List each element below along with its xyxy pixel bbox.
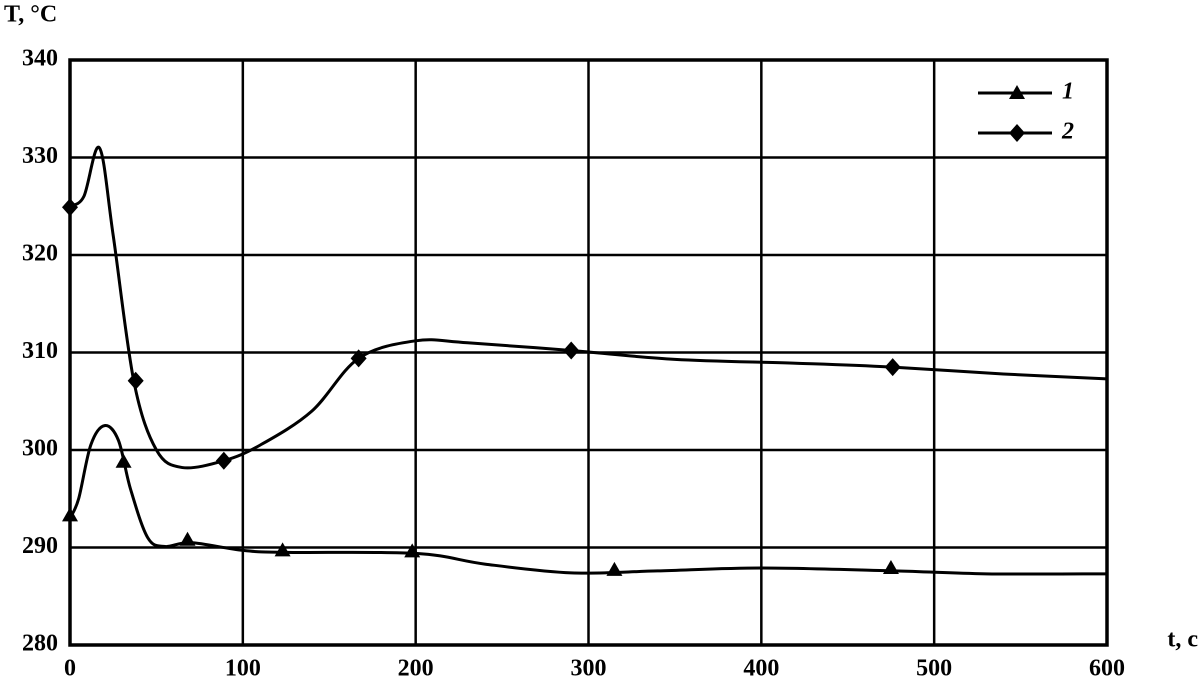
x-axis-label: t, c [1167,627,1198,653]
x-tick-label: 300 [571,656,607,682]
plot-frame [68,58,1109,647]
marker [884,358,901,377]
x-tick-label: 100 [225,656,261,682]
marker [882,559,899,574]
y-tick-label: 280 [22,631,58,657]
x-tick-label: 0 [64,656,76,682]
y-tick-label: 330 [22,143,58,169]
marker [274,542,291,557]
legend-label: 2 [1061,119,1074,145]
legend-label: 1 [1062,79,1074,105]
marker [115,453,132,468]
marker [350,349,367,368]
marker [127,371,144,390]
x-tick-label: 200 [398,656,434,682]
x-tick-label: 500 [916,656,952,682]
x-tick-label: 600 [1089,656,1125,682]
y-tick-label: 320 [22,241,58,267]
marker [62,198,78,217]
series-line [69,145,1108,470]
marker [404,543,421,558]
x-tick-label: 400 [743,656,779,682]
legend-marker [1009,124,1025,142]
y-tick-label: 340 [22,46,58,72]
legend-marker [1009,85,1025,99]
y-tick-label: 300 [22,436,58,462]
marker [563,341,580,360]
y-tick-label: 310 [22,338,58,364]
marker [606,561,623,576]
y-tick-label: 290 [22,533,58,559]
marker [179,531,196,546]
y-axis-label: T, °C [4,2,57,28]
marker [215,451,232,470]
marker [62,507,78,522]
